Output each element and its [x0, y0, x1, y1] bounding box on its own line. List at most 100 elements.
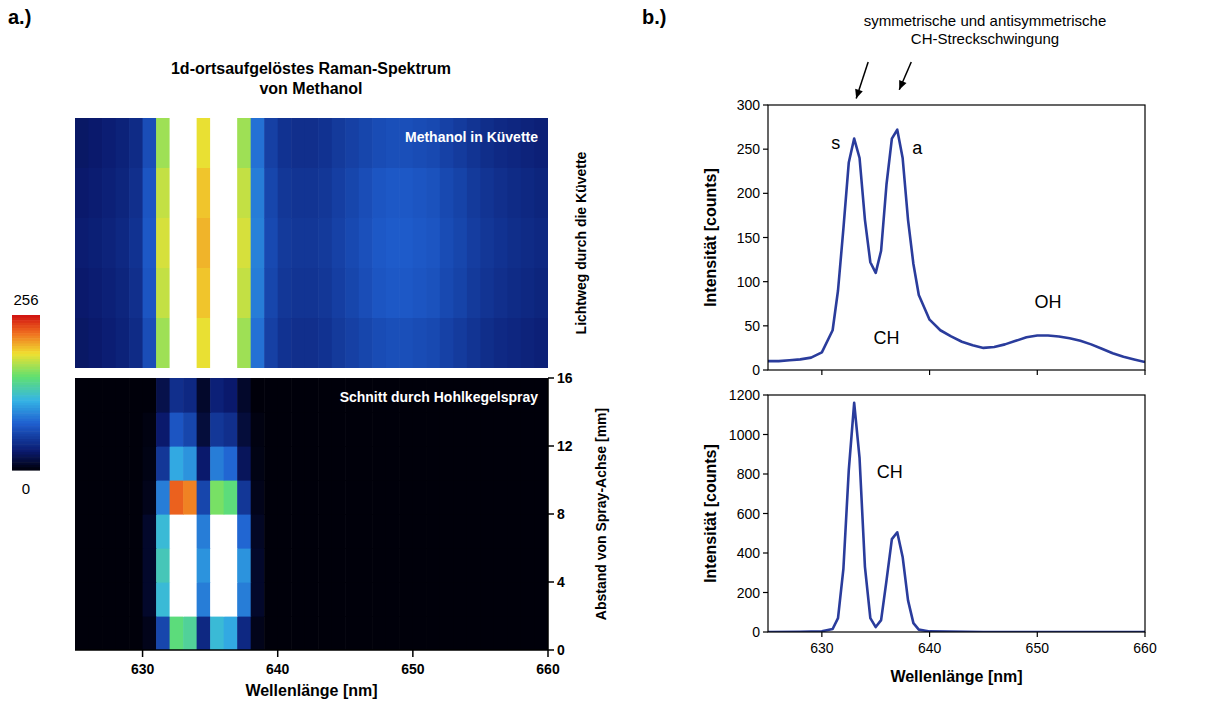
- y-tick-label: 200: [737, 185, 761, 201]
- y-tick: [763, 552, 768, 553]
- heatmap-cell: [305, 118, 319, 169]
- x-tick: [412, 650, 414, 657]
- heatmap-cell: [75, 582, 89, 617]
- title-line: von Methanol: [259, 80, 362, 97]
- heatmap-cell: [129, 514, 143, 549]
- heatmap-cell: [413, 318, 427, 368]
- heatmap-cell: [116, 616, 130, 650]
- heatmap-cell: [480, 218, 494, 269]
- heatmap-cell: [521, 318, 535, 368]
- heatmap-cell: [399, 168, 413, 219]
- heatmap-cell: [494, 318, 508, 368]
- heatmap-cell: [224, 514, 238, 549]
- heatmap-cell: [116, 514, 130, 549]
- heatmap-cell: [170, 168, 184, 219]
- heatmap-cell: [264, 412, 278, 447]
- heatmap-cell: [75, 378, 89, 413]
- heatmap-cell: [305, 318, 319, 368]
- heatmap-cell: [426, 446, 440, 481]
- heatmap-cell: [183, 582, 197, 617]
- plot-frame: [768, 395, 1145, 632]
- heatmap-cell: [345, 616, 359, 650]
- heatmap-cell: [89, 218, 103, 269]
- heatmap-cell: [291, 412, 305, 447]
- heatmap-cell: [251, 480, 265, 515]
- heatmap-cell: [399, 412, 413, 447]
- heatmap-cell: [318, 514, 332, 549]
- heatmap-cell: [156, 218, 170, 269]
- heatmap-cell: [318, 318, 332, 368]
- heatmap-cell: [386, 446, 400, 481]
- heatmap-cell: [291, 582, 305, 617]
- heatmap-cell: [89, 446, 103, 481]
- y-tick-label: 16: [557, 370, 573, 386]
- heatmap-cell: [89, 378, 103, 413]
- y-tick: [763, 592, 768, 593]
- heatmap-cell: [291, 616, 305, 650]
- annotation: Methanol in Küvette: [405, 129, 538, 145]
- heatmap-cell: [116, 268, 130, 319]
- heatmap-cell: [224, 548, 238, 583]
- heatmap-cells: [75, 378, 548, 650]
- heatmap-cell: [183, 480, 197, 515]
- heatmap-cell: [345, 480, 359, 515]
- heatmap-cell: [170, 412, 184, 447]
- heatmap-cell: [75, 446, 89, 481]
- heatmap-cell: [143, 616, 157, 650]
- heatmap-cell: [102, 616, 116, 650]
- heatmap-cell: [102, 118, 116, 169]
- heatmap-cell: [210, 446, 224, 481]
- x-tick-label: 660: [1133, 640, 1157, 656]
- x-tick: [821, 370, 822, 375]
- heatmap-cell: [143, 118, 157, 169]
- heatmap-cell: [413, 480, 427, 515]
- heatmap-cell: [170, 268, 184, 319]
- heatmap-cell: [305, 616, 319, 650]
- heatmap-cell: [521, 582, 535, 617]
- heatmap-cell: [494, 218, 508, 269]
- axis-title: Lichtweg durch die Küvette: [573, 151, 589, 334]
- heatmap-cell: [75, 412, 89, 447]
- heatmap-cell: [318, 378, 332, 413]
- heatmap-cell: [453, 616, 467, 650]
- heatmap-cell: [156, 582, 170, 617]
- heatmap-cell: [116, 412, 130, 447]
- heatmap-cell: [170, 378, 184, 413]
- heatmap-cell: [426, 168, 440, 219]
- y-tick: [548, 445, 554, 447]
- heatmap-cell: [264, 268, 278, 319]
- plot-frame: [768, 105, 1145, 370]
- heatmap-cell: [467, 548, 481, 583]
- heatmap-cell: [453, 168, 467, 219]
- heatmap-cell: [197, 548, 211, 583]
- heatmap-cell: [278, 548, 292, 583]
- heatmap-cell: [467, 268, 481, 319]
- heatmap-cell: [224, 616, 238, 650]
- heatmap-cell: [534, 582, 548, 617]
- heatmap-cell: [129, 616, 143, 650]
- heatmap-cell: [440, 318, 454, 368]
- heatmap-cell: [440, 582, 454, 617]
- x-tick-label: 650: [401, 661, 425, 677]
- heatmap-cell: [494, 480, 508, 515]
- heatmap-cell: [386, 118, 400, 169]
- heatmap-cell: [278, 318, 292, 368]
- heatmap-cell: [521, 514, 535, 549]
- heatmap-cell: [291, 118, 305, 169]
- y-tick-label: 8: [557, 506, 565, 522]
- y-tick: [763, 631, 768, 632]
- y-tick: [548, 649, 554, 651]
- x-tick-label: 630: [810, 640, 834, 656]
- heatmap-cell: [291, 446, 305, 481]
- heatmap-cell: [359, 268, 373, 319]
- heatmap-cell: [440, 548, 454, 583]
- heatmap-cell: [89, 616, 103, 650]
- heatmap-cell: [129, 548, 143, 583]
- heatmap-cell: [156, 514, 170, 549]
- title-line: CH-Streckschwingung: [911, 30, 1059, 47]
- heatmap-cell: [359, 446, 373, 481]
- colorbar-label: 256: [13, 291, 38, 308]
- heatmap-cell: [318, 168, 332, 219]
- heatmap-cell: [156, 378, 170, 413]
- heatmap-cell: [507, 514, 521, 549]
